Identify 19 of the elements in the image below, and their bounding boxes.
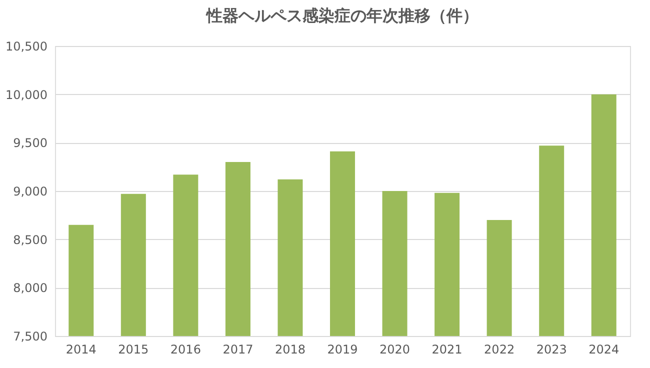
y-tick-label: 9,500 bbox=[13, 136, 48, 150]
x-tick-label: 2022 bbox=[484, 342, 515, 356]
x-tick-label: 2017 bbox=[222, 342, 254, 356]
y-tick-label: 9,000 bbox=[13, 184, 48, 198]
x-tick-label: 2014 bbox=[66, 342, 96, 356]
x-tick-label: 2015 bbox=[118, 342, 149, 356]
chart-title: 性器ヘルペス感染症の年次推移（件） bbox=[206, 6, 478, 25]
x-tick-label: 2024 bbox=[588, 342, 620, 356]
x-tick-label: 2021 bbox=[432, 342, 462, 356]
y-tick-label: 10,500 bbox=[6, 40, 48, 54]
x-tick-label: 2019 bbox=[327, 342, 358, 356]
y-tick-label: 10,000 bbox=[6, 88, 48, 102]
y-tick-label: 8,000 bbox=[13, 281, 48, 296]
x-tick-label: 2023 bbox=[536, 342, 567, 356]
x-tick-label: 2016 bbox=[170, 342, 201, 356]
y-tick-label: 8,500 bbox=[13, 232, 48, 247]
y-tick-label: 7,500 bbox=[13, 330, 48, 344]
x-tick-label: 2018 bbox=[274, 342, 306, 356]
x-tick-label: 2020 bbox=[380, 342, 410, 356]
